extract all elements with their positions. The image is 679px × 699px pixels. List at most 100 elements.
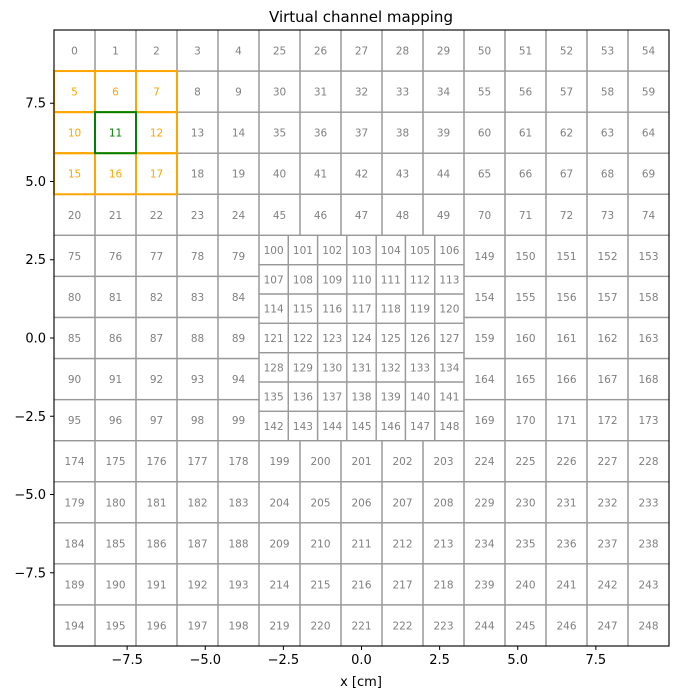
channel-label-66: 66 — [519, 169, 533, 181]
channel-label-244: 244 — [474, 620, 494, 632]
channel-label-162: 162 — [597, 333, 617, 345]
channel-label-219: 219 — [269, 620, 289, 632]
channel-label-148: 148 — [439, 421, 459, 433]
channel-label-236: 236 — [556, 538, 576, 550]
channel-label-238: 238 — [638, 538, 658, 550]
channel-label-159: 159 — [474, 333, 494, 345]
channel-label-77: 77 — [150, 251, 163, 263]
channel-label-215: 215 — [310, 579, 330, 591]
channel-label-93: 93 — [191, 374, 204, 386]
channel-label-21: 21 — [109, 210, 122, 222]
channel-label-2: 2 — [153, 46, 160, 58]
y-tick-label: 0.0 — [25, 332, 46, 347]
channel-label-156: 156 — [556, 292, 576, 304]
channel-label-107: 107 — [264, 274, 284, 286]
channel-label-42: 42 — [355, 169, 368, 181]
y-tick-label: 2.5 — [25, 253, 46, 268]
channel-label-6: 6 — [112, 87, 119, 99]
channel-label-193: 193 — [228, 579, 248, 591]
channel-label-153: 153 — [638, 251, 658, 263]
y-axis-ticks: 7.5 5.0 2.5 0.0 −2.5 −5.0 −7.5 — [14, 97, 54, 581]
channel-label-98: 98 — [191, 415, 204, 427]
channel-label-105: 105 — [410, 245, 430, 257]
channel-label-157: 157 — [597, 292, 617, 304]
channel-label-106: 106 — [439, 245, 459, 257]
center-highlight-11 — [94, 111, 137, 155]
channel-label-64: 64 — [642, 128, 656, 140]
channel-label-84: 84 — [232, 292, 246, 304]
channel-label-226: 226 — [556, 456, 576, 468]
channel-label-7: 7 — [153, 87, 160, 99]
channel-label-134: 134 — [439, 362, 459, 374]
channel-label-163: 163 — [638, 333, 658, 345]
channel-label-126: 126 — [410, 333, 430, 345]
channel-label-147: 147 — [410, 421, 430, 433]
channel-label-30: 30 — [273, 87, 286, 99]
channel-label-37: 37 — [355, 128, 368, 140]
channel-label-101: 101 — [293, 245, 313, 257]
channel-label-128: 128 — [264, 362, 284, 374]
y-tick-label: 7.5 — [25, 97, 46, 112]
channel-label-141: 141 — [439, 392, 459, 404]
channel-label-198: 198 — [228, 620, 248, 632]
channel-label-173: 173 — [638, 415, 658, 427]
channel-label-187: 187 — [187, 538, 207, 550]
channel-label-34: 34 — [437, 87, 451, 99]
channel-label-81: 81 — [109, 292, 122, 304]
channel-label-200: 200 — [310, 456, 330, 468]
channel-label-124: 124 — [351, 333, 371, 345]
channel-label-80: 80 — [68, 292, 81, 304]
channel-label-29: 29 — [437, 46, 450, 58]
channel-label-4: 4 — [235, 46, 242, 58]
channel-label-158: 158 — [638, 292, 658, 304]
channel-label-0: 0 — [71, 46, 78, 58]
channel-label-194: 194 — [64, 620, 84, 632]
channel-label-90: 90 — [68, 374, 81, 386]
channel-label-146: 146 — [381, 421, 401, 433]
channel-label-94: 94 — [232, 374, 246, 386]
channel-label-170: 170 — [515, 415, 535, 427]
y-tick-label: −2.5 — [14, 410, 46, 425]
channel-label-239: 239 — [474, 579, 494, 591]
channel-label-10: 10 — [68, 128, 81, 140]
channel-label-26: 26 — [314, 46, 328, 58]
channel-label-44: 44 — [437, 169, 451, 181]
channel-label-205: 205 — [310, 497, 330, 509]
channel-label-203: 203 — [433, 456, 453, 468]
channel-label-46: 46 — [314, 210, 328, 222]
channel-label-175: 175 — [105, 456, 125, 468]
y-tick-label: −5.0 — [14, 488, 46, 503]
channel-label-38: 38 — [396, 128, 409, 140]
channel-label-176: 176 — [146, 456, 166, 468]
channel-label-111: 111 — [381, 274, 401, 286]
channel-label-189: 189 — [64, 579, 84, 591]
channel-label-100: 100 — [264, 245, 284, 257]
channel-label-13: 13 — [191, 128, 204, 140]
channel-label-237: 237 — [597, 538, 617, 550]
channel-label-12: 12 — [150, 128, 163, 140]
channel-label-103: 103 — [351, 245, 371, 257]
y-tick-label: 5.0 — [25, 175, 46, 190]
channel-label-130: 130 — [322, 362, 342, 374]
channel-label-76: 76 — [109, 251, 123, 263]
x-tick-label: 2.5 — [429, 653, 450, 668]
channel-label-89: 89 — [232, 333, 245, 345]
channel-label-110: 110 — [351, 274, 371, 286]
channel-label-57: 57 — [560, 87, 573, 99]
channel-label-213: 213 — [433, 538, 453, 550]
channel-label-49: 49 — [437, 210, 450, 222]
channel-label-160: 160 — [515, 333, 535, 345]
x-tick-label: 7.5 — [586, 653, 607, 668]
chart-title: Virtual channel mapping — [269, 8, 453, 26]
channel-label-63: 63 — [601, 128, 614, 140]
channel-label-78: 78 — [191, 251, 204, 263]
channel-label-47: 47 — [355, 210, 368, 222]
channel-label-117: 117 — [351, 304, 371, 316]
channel-label-33: 33 — [396, 87, 409, 99]
channel-label-114: 114 — [264, 304, 284, 316]
channel-label-96: 96 — [109, 415, 123, 427]
channel-label-221: 221 — [351, 620, 371, 632]
channel-label-145: 145 — [351, 421, 371, 433]
channel-label-135: 135 — [264, 392, 284, 404]
channel-label-207: 207 — [392, 497, 412, 509]
